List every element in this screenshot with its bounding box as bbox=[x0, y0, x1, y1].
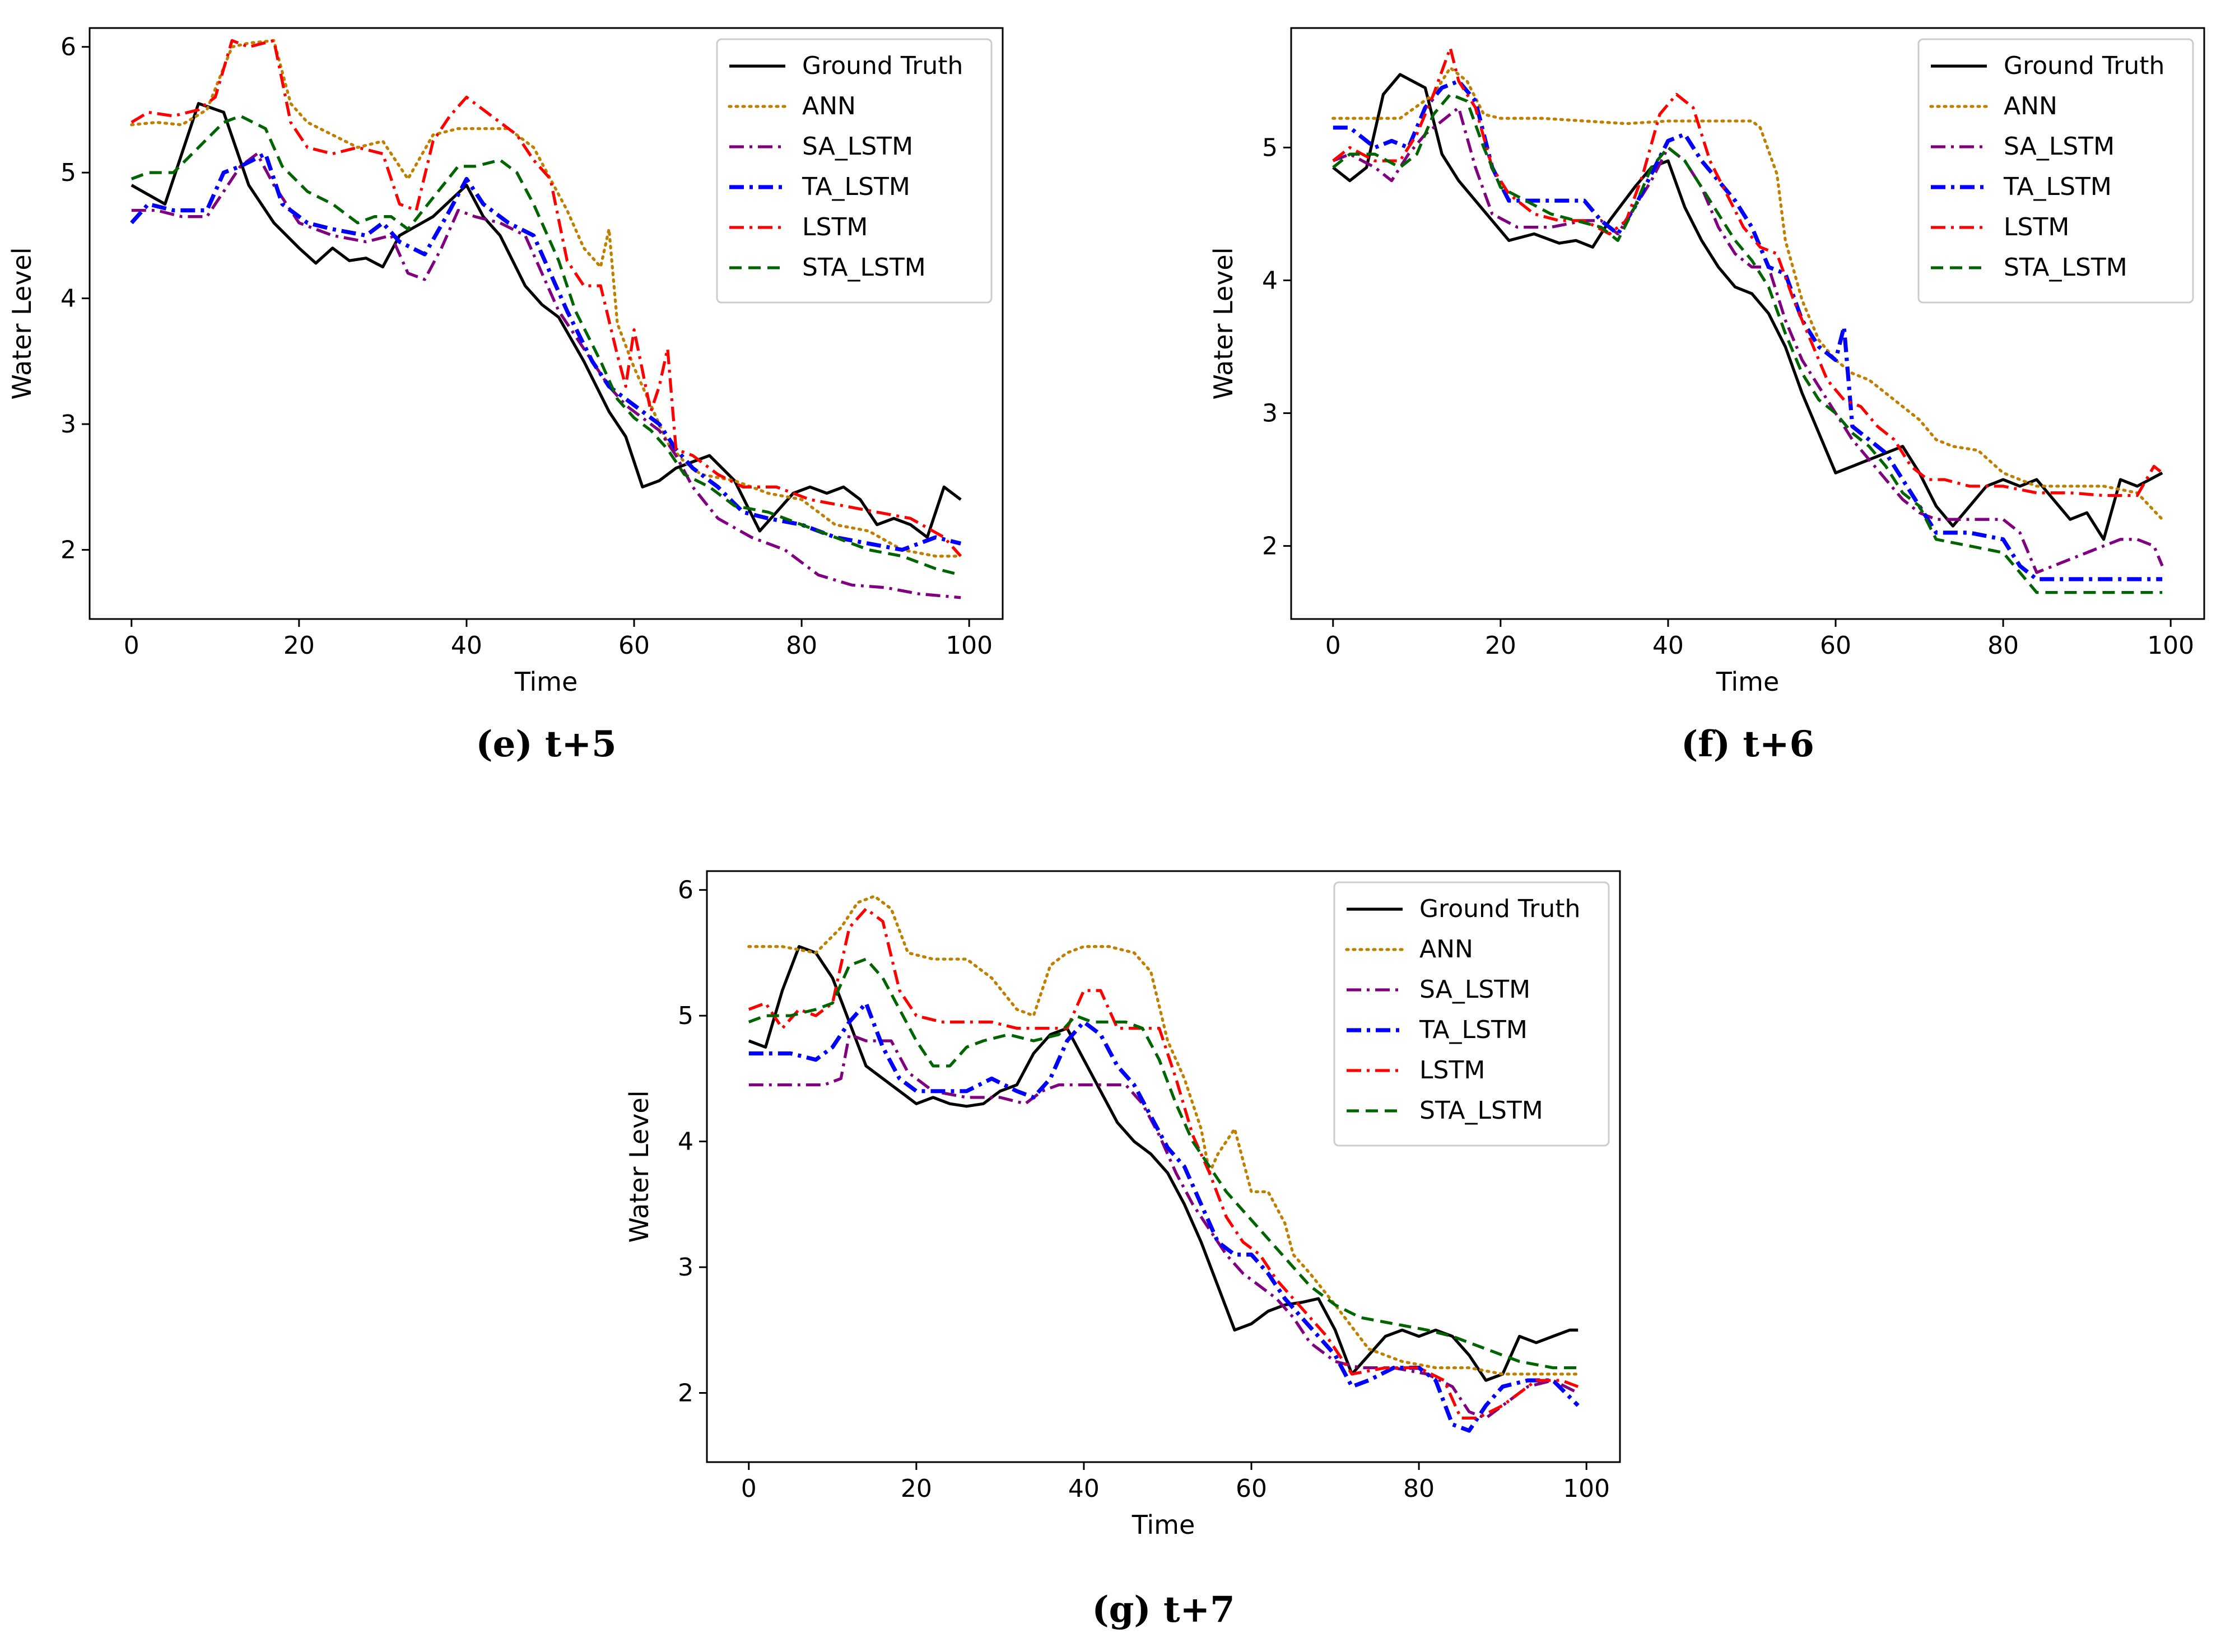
x-axis-label: Time bbox=[514, 667, 578, 697]
legend-label-ta-lstm: TA_LSTM bbox=[2003, 173, 2112, 201]
x-tick-label: 60 bbox=[1236, 1474, 1267, 1503]
series-line-sta-lstm bbox=[131, 114, 961, 576]
chart-caption: (f) t+6 bbox=[1681, 723, 1814, 765]
legend-box bbox=[1917, 38, 2194, 304]
legend-label-ta-lstm: TA_LSTM bbox=[1419, 1016, 1528, 1044]
series-line-lstm bbox=[748, 907, 1579, 1420]
y-tick-label: 5 bbox=[678, 1002, 693, 1030]
x-tick-label: 0 bbox=[1325, 631, 1341, 660]
series-line-sta-lstm bbox=[1332, 92, 2163, 594]
x-tick-label: 80 bbox=[1987, 631, 2019, 660]
series-line-ta-lstm bbox=[130, 151, 962, 552]
chart-caption: (e) t+5 bbox=[476, 723, 616, 765]
y-tick-label: 6 bbox=[60, 33, 76, 62]
y-tick-label: 2 bbox=[1262, 532, 1278, 561]
series-line-lstm bbox=[131, 39, 962, 557]
series-line-ann bbox=[130, 39, 962, 558]
series-line-ann bbox=[747, 895, 1580, 1376]
x-tick-label: 80 bbox=[1403, 1474, 1435, 1503]
x-tick-label: 60 bbox=[1820, 631, 1851, 660]
y-tick-label: 6 bbox=[678, 876, 693, 905]
legend-label-sta-lstm: STA_LSTM bbox=[1419, 1096, 1543, 1125]
series-line-sa-lstm bbox=[1332, 106, 2164, 574]
legend-label-sa-lstm: SA_LSTM bbox=[802, 132, 913, 161]
series-line-sta-lstm bbox=[748, 957, 1579, 1370]
legend-label-ta-lstm: TA_LSTM bbox=[802, 173, 910, 201]
legend-label-ground-truth: Ground Truth bbox=[802, 52, 963, 80]
legend-label-ann: ANN bbox=[2004, 92, 2057, 120]
x-axis-label: Time bbox=[1132, 1510, 1195, 1540]
plot-frame bbox=[89, 27, 1004, 620]
chart-caption: (g) t+7 bbox=[1092, 1589, 1235, 1631]
series-lines bbox=[747, 895, 1580, 1433]
legend-box bbox=[1333, 881, 1610, 1147]
legend-label-sa-lstm: SA_LSTM bbox=[1419, 975, 1530, 1004]
legend-label-lstm: LSTM bbox=[2004, 213, 2069, 241]
series-line-ann bbox=[1331, 66, 2164, 521]
legend-label-ann: ANN bbox=[802, 92, 856, 120]
y-tick-label: 2 bbox=[60, 536, 76, 565]
chart-g-t-plus-7: 0 20 40 60 80 100 2 3 4 5 6 Time Water Level Ground T… bbox=[624, 870, 1621, 1631]
series-line-ground-truth bbox=[1332, 73, 2163, 541]
x-tick-label: 40 bbox=[1652, 631, 1684, 660]
x-tick-label: 40 bbox=[1068, 1474, 1100, 1503]
series-line-sa-lstm bbox=[131, 152, 961, 599]
plot-frame bbox=[1290, 27, 2205, 620]
y-tick-label: 3 bbox=[1262, 399, 1278, 428]
x-axis-label: Time bbox=[1716, 667, 1780, 697]
y-tick-label: 3 bbox=[60, 410, 76, 439]
legend-label-lstm: LSTM bbox=[802, 213, 868, 241]
y-axis-label: Water Level bbox=[624, 1090, 654, 1243]
series-line-ta-lstm bbox=[748, 1001, 1580, 1433]
chart-e-t-plus-5: 0 20 40 60 80 100 2 3 4 5 6 Time Water Level Ground T… bbox=[7, 27, 1004, 765]
series-lines bbox=[1331, 46, 2164, 594]
x-tick-label: 0 bbox=[741, 1474, 757, 1503]
y-tick-label: 2 bbox=[678, 1379, 693, 1408]
series-lines bbox=[130, 39, 962, 599]
y-axis-label: Water Level bbox=[1208, 247, 1238, 399]
legend: Ground Truth ANN SA_LSTM TA_LSTM LSTM STA_LST… bbox=[716, 38, 993, 304]
legend-label-ann: ANN bbox=[1419, 935, 1473, 964]
legend-label-sta-lstm: STA_LSTM bbox=[802, 253, 926, 282]
plot-frame bbox=[706, 870, 1621, 1463]
y-tick-label: 5 bbox=[1262, 133, 1278, 162]
x-tick-label: 0 bbox=[124, 631, 139, 660]
y-tick-label: 4 bbox=[678, 1128, 693, 1156]
y-tick-label: 5 bbox=[60, 159, 76, 187]
legend-box bbox=[716, 38, 993, 304]
x-tick-label: 20 bbox=[901, 1474, 932, 1503]
x-tick-label: 20 bbox=[1485, 631, 1516, 660]
y-tick-label: 4 bbox=[60, 285, 76, 313]
x-tick-label: 80 bbox=[786, 631, 817, 660]
chart-f-t-plus-6: 0 20 40 60 80 100 2 3 4 5 Time Water Level Ground Tr… bbox=[1208, 27, 2205, 765]
legend: Ground Truth ANN SA_LSTM TA_LSTM LSTM STA_LST… bbox=[1333, 881, 1610, 1147]
legend-label-sa-lstm: SA_LSTM bbox=[2004, 132, 2115, 161]
x-tick-label: 40 bbox=[451, 631, 482, 660]
legend-label-lstm: LSTM bbox=[1419, 1056, 1485, 1085]
legend-label-ground-truth: Ground Truth bbox=[1419, 895, 1580, 923]
series-line-lstm bbox=[1332, 46, 2163, 497]
x-tick-label: 60 bbox=[618, 631, 650, 660]
y-axis-label: Water Level bbox=[7, 247, 37, 399]
x-tick-label: 100 bbox=[2147, 631, 2194, 660]
series-line-sa-lstm bbox=[748, 1033, 1579, 1420]
x-tick-label: 100 bbox=[946, 631, 993, 660]
x-tick-label: 100 bbox=[1563, 1474, 1610, 1503]
series-line-ground-truth bbox=[131, 102, 962, 539]
legend-label-ground-truth: Ground Truth bbox=[2004, 52, 2164, 80]
x-tick-label: 20 bbox=[283, 631, 315, 660]
y-tick-label: 3 bbox=[678, 1253, 693, 1282]
y-tick-label: 4 bbox=[1262, 266, 1278, 295]
legend: Ground Truth ANN SA_LSTM TA_LSTM LSTM STA_LST… bbox=[1917, 38, 2194, 304]
legend-label-sta-lstm: STA_LSTM bbox=[2004, 253, 2127, 282]
